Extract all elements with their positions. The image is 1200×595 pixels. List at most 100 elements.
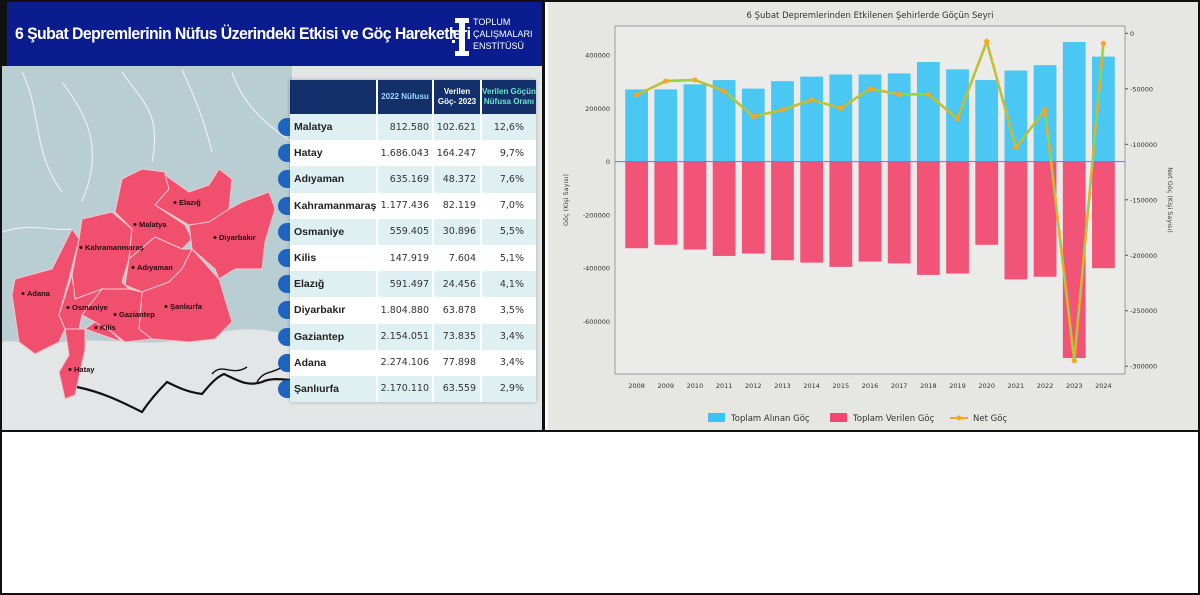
table-body: Malatya 812.580 102.621 12,6% Hatay 1.686.043…: [278, 114, 536, 403]
y-tick-label: -600000: [583, 318, 610, 326]
city-dot: [94, 326, 98, 329]
map-label: Adıyaman: [137, 263, 173, 272]
bar-received-2015: [829, 74, 853, 162]
earthquake-region-map: Elazığ Malatya Diyarbakır Kahramanmaraş Adıy…: [2, 64, 293, 414]
map-label: Adana: [27, 289, 51, 298]
net-point-2012: [750, 113, 756, 120]
net-point-2024: [1100, 40, 1107, 46]
province-hatay: [58, 328, 86, 400]
table-row: Kilis 147.919 7.604 5,1%: [278, 244, 536, 272]
cell-out-migration: 102.621: [432, 114, 480, 141]
bar-given-2020: [975, 161, 999, 245]
net-point-2022: [1042, 107, 1048, 113]
row-marker-icon: [278, 379, 290, 398]
y-tick-label: -200000: [583, 211, 610, 219]
bar-given-2022: [1033, 161, 1057, 277]
y-right-tick-label: -200000: [1130, 252, 1157, 260]
map-label: Malatya: [139, 220, 167, 229]
cell-province: Kilis: [294, 252, 317, 265]
x-tick-label: 2013: [774, 382, 791, 390]
x-tick-label: 2010: [687, 382, 704, 390]
legend-label: Net Göç: [973, 414, 1007, 424]
city-dot: [173, 201, 177, 204]
y-axis-right-label: Net Göç (Kişi Sayısı): [1166, 167, 1174, 232]
bar-given-2010: [683, 161, 707, 250]
bar-received-2017: [887, 73, 911, 162]
net-point-2020: [984, 39, 990, 45]
city-dot: [113, 313, 117, 316]
cell-out-migration: 77.898: [432, 349, 480, 376]
bar-received-2023: [1062, 41, 1086, 162]
y-right-tick-label: -100000: [1130, 141, 1157, 149]
logo-line-1: TOPLUM: [473, 17, 511, 27]
logo-mark-icon: [452, 18, 469, 56]
x-tick-label: 2009: [657, 382, 674, 390]
row-marker-icon: [278, 144, 290, 163]
table-row: Gaziantep 2.154.051 73.835 3,4%: [278, 323, 536, 350]
net-point-2013: [779, 107, 786, 113]
y-right-tick-label: -250000: [1130, 307, 1157, 315]
x-tick-label: 2008: [628, 382, 645, 390]
cell-province: Adıyaman: [294, 173, 345, 186]
cell-ratio: 7,0%: [480, 192, 536, 219]
cell-province: Kahramanmaraş: [294, 199, 377, 212]
cell-out-migration: 30.896: [432, 218, 480, 245]
net-point-2010: [692, 77, 698, 83]
bar-given-2017: [887, 161, 911, 264]
cell-out-migration: 63.559: [432, 375, 480, 403]
cell-population: 2.170.110: [376, 375, 432, 403]
net-point-2017: [896, 91, 902, 97]
cell-ratio: 3,5%: [480, 297, 536, 324]
x-tick-label: 2024: [1095, 382, 1112, 390]
cell-out-migration: 73.835: [432, 323, 480, 350]
bar-received-2010: [683, 84, 707, 162]
city-dot: [79, 246, 83, 249]
cell-ratio: 4,1%: [480, 271, 536, 298]
province-gaziantep: [81, 288, 154, 343]
cell-ratio: 7,6%: [480, 166, 536, 193]
legend-swatch: [708, 413, 725, 422]
y-right-tick-label: 0: [1130, 30, 1134, 38]
net-point-2009: [663, 78, 669, 84]
bar-received-2008: [625, 89, 648, 162]
y-tick-label: 0: [606, 158, 610, 166]
y-right-tick-label: -50000: [1130, 85, 1153, 93]
map-label: Kilis: [100, 323, 116, 332]
map-label: Elazığ: [179, 198, 201, 207]
city-dot: [164, 305, 168, 308]
legend-swatch: [830, 413, 847, 422]
cell-out-migration: 48.372: [432, 166, 480, 193]
x-tick-label: 2016: [862, 382, 879, 390]
net-point-2019: [954, 116, 961, 122]
bar-given-2021: [1004, 161, 1028, 280]
header-out-migration-ratio: Verilen Göçün Nüfusa Oranı: [480, 80, 536, 114]
map-label: Osmaniye: [72, 303, 108, 312]
row-marker-icon: [278, 301, 290, 320]
cell-province: Diyarbakır: [294, 304, 346, 317]
map-neighbor-borders: [2, 69, 293, 233]
bar-given-2014: [800, 161, 824, 263]
logo-line-3: ENSTİTÜSÜ: [473, 41, 525, 51]
header-population-2022: 2022 Nüfusu: [376, 80, 432, 114]
y-axis-label: Göç (Kişi Sayısı): [562, 174, 570, 226]
infographic-header: 6 Şubat Depremlerinin Nüfus Üzerindeki E…: [2, 2, 542, 66]
bar-given-2012: [741, 161, 765, 254]
table-header: 2022 Nüfusu Verilen Göç- 2023 Verilen Gö…: [290, 80, 536, 114]
cell-population: 2.274.106: [376, 349, 432, 376]
row-marker-icon: [278, 222, 290, 241]
legend-label: Toplam Verilen Göç: [852, 414, 935, 424]
province-kilis: [83, 321, 123, 343]
map-label: Gaziantep: [119, 310, 155, 319]
y-tick-label: 200000: [585, 105, 610, 113]
bar-received-2024: [1092, 56, 1115, 162]
x-tick-label: 2018: [920, 382, 937, 390]
bar-received-2011: [712, 80, 736, 162]
bar-given-2009: [654, 161, 678, 245]
header-out-migration-2023: Verilen Göç- 2023: [432, 80, 480, 114]
cell-population: 147.919: [376, 244, 432, 272]
fault-lines: [76, 366, 293, 414]
table-row: Elazığ 591.497 24.456 4,1%: [278, 271, 536, 298]
table-row: Malatya 812.580 102.621 12,6%: [278, 114, 536, 141]
institute-logo: TOPLUM ÇALIŞMALARI ENSTİTÜSÜ: [452, 16, 542, 60]
